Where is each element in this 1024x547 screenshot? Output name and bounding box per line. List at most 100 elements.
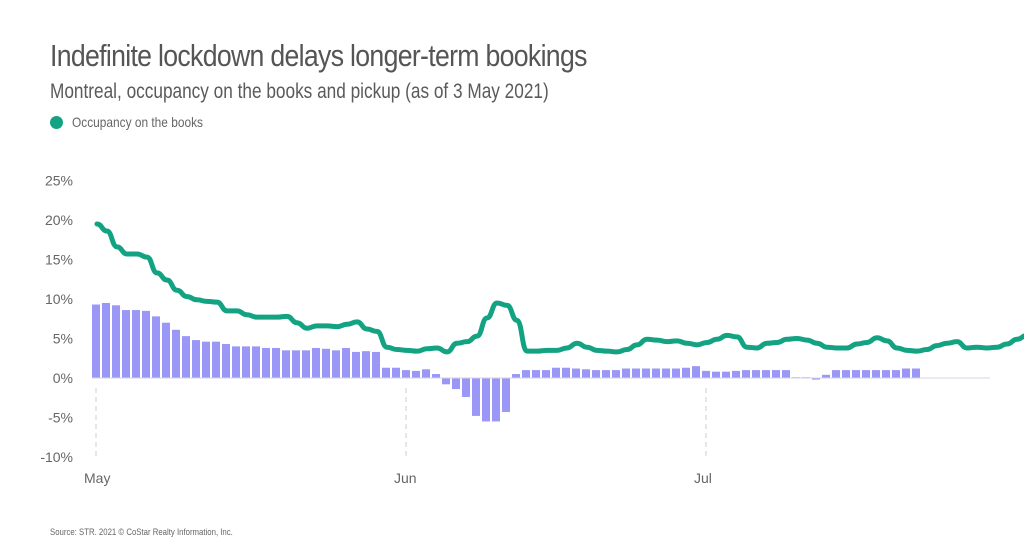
pickup-bar (492, 378, 500, 422)
pickup-bar (402, 370, 410, 378)
pickup-bar (602, 370, 610, 378)
pickup-bar (552, 367, 560, 378)
pickup-bar (872, 370, 880, 378)
pickup-bar (742, 370, 750, 378)
pickup-bar (312, 347, 320, 378)
pickup-bar (292, 350, 300, 378)
pickup-bar (172, 329, 180, 378)
pickup-bar (282, 350, 290, 378)
pickup-bar (522, 370, 530, 378)
pickup-bar (152, 316, 160, 378)
pickup-bar (352, 351, 360, 378)
pickup-bar (392, 367, 400, 378)
pickup-bar (782, 370, 790, 378)
pickup-bar (202, 341, 210, 378)
pickup-bar (632, 368, 640, 378)
pickup-bar (652, 368, 660, 378)
pickup-bar (832, 370, 840, 378)
pickup-bar (472, 378, 480, 416)
pickup-bar (622, 368, 630, 378)
pickup-bar (112, 305, 120, 378)
pickup-bar (582, 369, 590, 378)
pickup-bar (512, 374, 520, 378)
y-tick-label: 0% (53, 370, 73, 386)
pickup-bar (482, 378, 490, 422)
pickup-bar (432, 374, 440, 378)
pickup-bar (412, 370, 420, 378)
pickup-bar (272, 347, 280, 378)
pickup-bar (612, 370, 620, 378)
pickup-bar (862, 370, 870, 378)
y-tick-label: 10% (45, 291, 73, 307)
pickup-bar (362, 351, 370, 378)
chart-subtitle: Montreal, occupancy on the books and pic… (50, 80, 549, 103)
pickup-bar (732, 370, 740, 378)
pickup-bar (342, 347, 350, 378)
pickup-bar (842, 370, 850, 378)
source-note: Source: STR. 2021 © CoStar Realty Inform… (50, 527, 233, 538)
pickup-bar (302, 350, 310, 378)
x-tick-label: Jul (694, 470, 712, 486)
pickup-bar (502, 378, 510, 412)
pickup-bar (532, 370, 540, 378)
pickup-bar (122, 310, 130, 378)
chart-title: Indefinite lockdown delays longer-term b… (50, 38, 587, 73)
pickup-bar (422, 369, 430, 378)
pickup-bar (592, 370, 600, 378)
pickup-bar (772, 370, 780, 378)
pickup-bar (722, 371, 730, 378)
pickup-bar (252, 346, 260, 378)
pickup-bar (212, 341, 220, 378)
y-tick-label: -10% (40, 449, 73, 465)
y-tick-label: 25% (45, 173, 73, 189)
legend: Occupancy on the books (50, 114, 226, 130)
pickup-bar (452, 378, 460, 390)
pickup-bar (242, 346, 250, 378)
pickup-bar (642, 368, 650, 378)
pickup-bar (822, 374, 830, 378)
pickup-bar (262, 347, 270, 378)
pickup-bar (192, 340, 200, 378)
pickup-bar (102, 302, 110, 378)
legend-label: Occupancy on the books (72, 114, 203, 130)
pickup-bar (672, 368, 680, 378)
legend-marker (50, 115, 63, 129)
pickup-bar (762, 370, 770, 378)
pickup-bar (322, 348, 330, 378)
pickup-bar (92, 304, 100, 378)
pickup-bar (442, 378, 450, 385)
pickup-bar (662, 368, 670, 378)
pickup-bar (912, 368, 920, 378)
pickup-bar (572, 368, 580, 378)
pickup-bar (812, 378, 820, 380)
pickup-bar (382, 367, 390, 378)
y-tick-label: 20% (45, 212, 73, 228)
pickup-bar (162, 322, 170, 378)
occupancy-line (94, 221, 1024, 355)
x-tick-label: May (84, 470, 110, 486)
pickup-bar (892, 370, 900, 378)
pickup-bar (692, 366, 700, 378)
y-tick-label: -5% (48, 410, 73, 426)
pickup-bar (132, 310, 140, 378)
y-tick-label: 5% (53, 331, 73, 347)
pickup-bar (142, 310, 150, 378)
x-tick-label: Jun (394, 470, 417, 486)
pickup-bar (182, 336, 190, 378)
pickup-bar (902, 368, 910, 378)
pickup-bar (462, 378, 470, 397)
pickup-bar (712, 371, 720, 378)
pickup-bar (882, 370, 890, 378)
pickup-bar (702, 370, 710, 378)
pickup-bar (682, 367, 690, 378)
pickup-bar (562, 367, 570, 378)
pickup-bar (542, 370, 550, 378)
y-tick-label: 15% (45, 252, 73, 268)
pickup-bar (372, 351, 380, 378)
pickup-bar (752, 370, 760, 378)
pickup-bar (232, 346, 240, 378)
pickup-bar (852, 370, 860, 378)
pickup-bar (332, 350, 340, 378)
pickup-bar (222, 344, 230, 378)
